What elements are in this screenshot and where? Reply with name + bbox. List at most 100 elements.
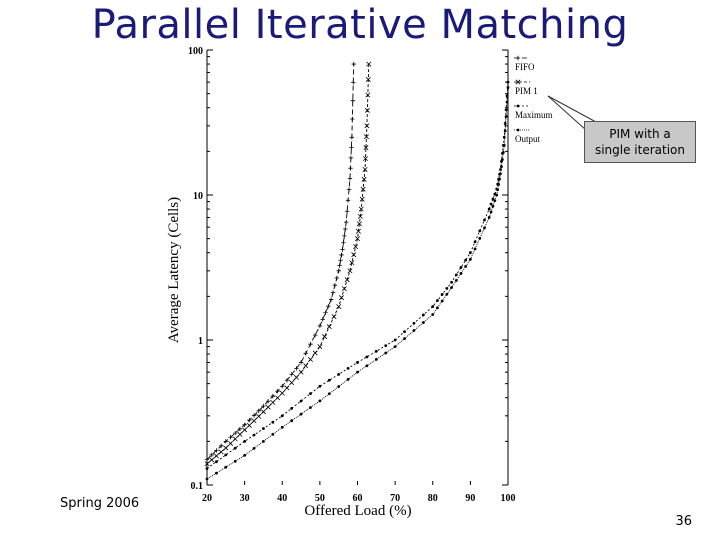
data-point [493, 199, 497, 203]
data-point [357, 213, 363, 219]
data-point [232, 436, 238, 442]
data-point [384, 344, 388, 348]
data-point [275, 395, 281, 401]
data-point [228, 435, 233, 440]
data-point [271, 432, 275, 436]
data-point [491, 197, 495, 201]
data-point [489, 210, 493, 214]
data-point [261, 403, 266, 409]
data-point [339, 252, 344, 258]
data-point [265, 404, 271, 410]
data-point [365, 77, 371, 82]
data-point [349, 145, 354, 150]
data-point [270, 393, 276, 399]
data-point [280, 425, 284, 429]
data-point [280, 414, 284, 418]
data-point [307, 356, 313, 362]
data-point [358, 206, 364, 212]
legend-marker [516, 104, 520, 108]
data-point [309, 392, 312, 396]
data-point [483, 218, 486, 222]
data-point [344, 219, 349, 225]
data-point [431, 313, 435, 316]
data-point [454, 273, 458, 277]
legend-label: Output [515, 134, 541, 144]
data-point [502, 135, 506, 139]
data-point [347, 176, 353, 181]
data-point [505, 100, 509, 104]
data-point [506, 86, 510, 90]
data-point [374, 358, 378, 361]
data-point [243, 439, 247, 443]
data-point [454, 279, 458, 282]
data-point [337, 385, 341, 388]
x-tick-label: 20 [202, 493, 212, 504]
callout-line-1: PIM with a [609, 127, 671, 141]
data-point [351, 80, 356, 85]
y-tick-label: 0.1 [191, 481, 204, 492]
x-axis-label: Offered Load (%) [304, 503, 411, 519]
data-point [298, 360, 304, 365]
data-point [450, 280, 453, 284]
legend-marker [515, 79, 521, 85]
data-point [348, 165, 353, 171]
data-point [356, 361, 359, 364]
data-point [327, 378, 331, 382]
data-point [384, 351, 388, 355]
x-tick-label: 90 [465, 493, 475, 504]
data-point [251, 418, 257, 424]
data-point [498, 177, 501, 181]
data-point [487, 207, 491, 211]
data-point [337, 372, 341, 376]
data-point [209, 457, 215, 463]
series-line [206, 64, 355, 460]
data-point [332, 282, 338, 288]
data-point [487, 216, 491, 219]
data-point [478, 229, 482, 233]
x-tick-label: 100 [501, 493, 516, 504]
data-point [312, 350, 318, 356]
data-point [213, 453, 219, 459]
data-point [345, 198, 351, 203]
series-line [206, 64, 370, 465]
data-point [317, 344, 323, 350]
data-point [496, 188, 500, 192]
data-point [336, 304, 342, 310]
data-point [224, 465, 228, 469]
data-point [464, 258, 468, 262]
data-point [215, 460, 218, 464]
data-point [280, 384, 285, 389]
data-point [262, 439, 265, 443]
data-point [504, 115, 508, 118]
data-point [491, 204, 495, 208]
data-point [445, 292, 449, 296]
data-point [237, 431, 243, 437]
data-point [363, 145, 369, 151]
data-point [393, 345, 397, 349]
data-point [440, 293, 444, 296]
data-point [289, 372, 294, 377]
data-point [330, 290, 336, 295]
series-line [206, 87, 509, 480]
data-point [468, 251, 472, 255]
data-point [436, 306, 439, 310]
data-point [355, 228, 361, 234]
data-point [473, 240, 477, 244]
legend-label: PIM 1 [515, 86, 538, 96]
data-point [346, 377, 350, 381]
data-point [351, 252, 357, 258]
data-point [347, 268, 353, 274]
data-point [299, 399, 303, 403]
data-point [228, 440, 233, 446]
data-point [309, 406, 312, 409]
data-point [412, 329, 416, 332]
data-point [393, 338, 397, 342]
legend-marker [515, 55, 521, 61]
data-point [362, 166, 368, 172]
data-point [361, 176, 367, 182]
data-point [270, 399, 276, 405]
data-point [204, 457, 210, 462]
data-point [214, 448, 219, 453]
data-point [468, 257, 472, 261]
